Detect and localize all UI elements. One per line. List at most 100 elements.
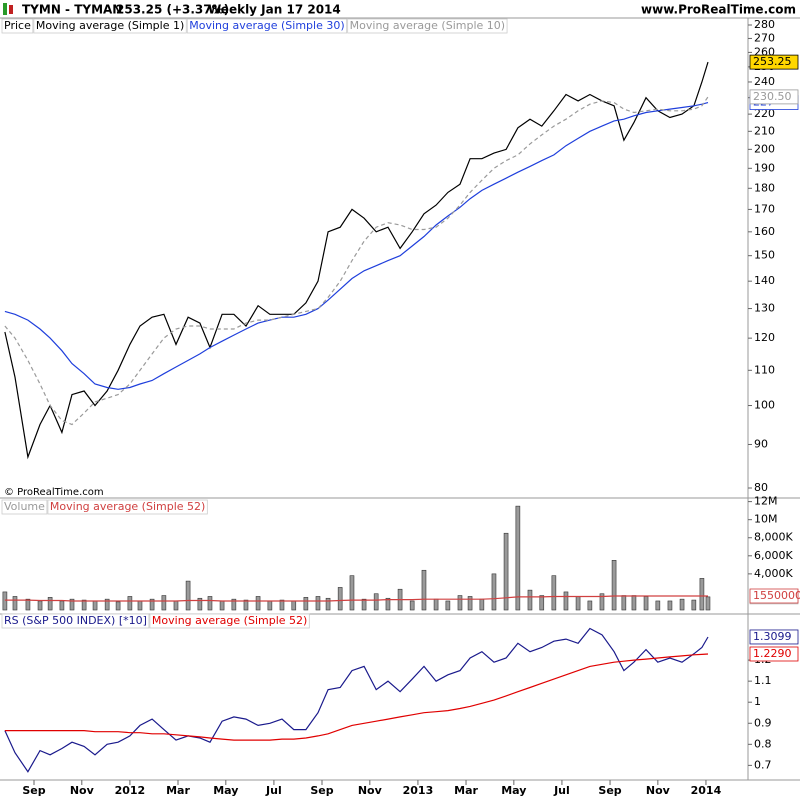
volume-bar [691, 599, 697, 611]
x-tick-label: Nov [358, 784, 383, 797]
y-tick-label: 210 [754, 124, 775, 137]
legend-entry: Moving average (Simple 30) [189, 19, 344, 32]
y-tick-label: 190 [754, 161, 775, 174]
volume-bar [587, 600, 593, 611]
period: Weekly Jan 17 2014 [208, 3, 341, 17]
x-tick-label: May [213, 784, 238, 797]
volume-bar [137, 600, 143, 611]
y-tick-label: 240 [754, 75, 775, 88]
y-tick-label: 0.9 [754, 716, 772, 729]
y-tick-label: 140 [754, 274, 775, 287]
volume-bar [173, 600, 179, 611]
series-line [4, 595, 708, 602]
y-tick-label: 1 [754, 695, 761, 708]
ticker: TYMN - TYMAN [22, 3, 122, 17]
volume-bar [631, 595, 637, 611]
y-tick-label: 12M [754, 495, 778, 508]
x-tick-label: Mar [166, 784, 190, 797]
volume-bar [539, 595, 545, 611]
volume-bar [127, 596, 133, 611]
series-line [4, 627, 709, 773]
y-tick-label: 10M [754, 513, 778, 526]
site: www.ProRealTime.com [641, 3, 796, 17]
volume-bar [643, 596, 649, 611]
volume-bar [655, 600, 661, 611]
volume-bar [315, 596, 321, 611]
logo-icon [3, 3, 13, 15]
series-line [4, 102, 709, 390]
last-value-label: 230.50 [753, 90, 792, 103]
volume-bar [59, 600, 65, 611]
legend-box [186, 18, 348, 34]
y-tick-label: 220 [754, 107, 775, 120]
last-value-box [749, 588, 799, 604]
volume-bar [503, 532, 509, 611]
legend-entry: Moving average (Simple 52) [152, 614, 307, 627]
y-tick-label: 170 [754, 202, 775, 215]
volume-bar [621, 595, 627, 611]
volume-bar [104, 598, 110, 611]
volume-bar [219, 600, 225, 611]
volume-bar [705, 596, 711, 611]
x-tick-label: Nov [70, 784, 95, 797]
volume-bar [325, 597, 331, 611]
volume-bar [37, 600, 43, 611]
volume-bar [551, 575, 557, 611]
volume-bar [207, 596, 213, 611]
volume-bar [231, 598, 237, 611]
volume-bar [421, 569, 427, 611]
volume-bar [599, 593, 605, 611]
volume-bar [69, 598, 75, 611]
y-tick-label: 280 [754, 18, 775, 31]
y-tick-label: 120 [754, 331, 775, 344]
y-tick-label: 270 [754, 31, 775, 44]
volume-bar [445, 600, 451, 611]
volume-bar [467, 596, 473, 611]
x-tick-label: Sep [22, 784, 45, 797]
volume-bar [161, 595, 167, 611]
y-tick-label: 80 [754, 481, 768, 494]
volume-bar [361, 598, 367, 611]
volume-bar [479, 598, 485, 611]
x-tick-label: Jul [553, 784, 570, 797]
y-tick-label: 180 [754, 181, 775, 194]
volume-bar [667, 600, 673, 611]
last-value-box [749, 646, 799, 662]
y-tick-label: 0.8 [754, 737, 772, 750]
volume-bar [185, 580, 191, 611]
volume-bar [515, 505, 521, 611]
legend-box [33, 18, 187, 34]
x-tick-label: 2014 [691, 784, 722, 797]
volume-bar [2, 591, 8, 611]
volume-bar [12, 596, 18, 611]
y-tick-label: 0.7 [754, 758, 772, 771]
x-tick-label: Nov [646, 784, 671, 797]
volume-bar [575, 596, 581, 611]
panel-label: Price [4, 19, 31, 32]
volume-bar [92, 600, 98, 611]
volume-bar [115, 601, 121, 611]
y-tick-label: 6,000K [754, 549, 793, 562]
series-line [4, 61, 709, 460]
legend-box [1, 499, 48, 515]
legend-entry: Volume [4, 500, 45, 513]
volume-bar [679, 598, 685, 611]
last-value-box [749, 89, 799, 105]
copyright: © ProRealTime.com [4, 487, 104, 498]
volume-bar [255, 596, 261, 611]
x-tick-label: Mar [454, 784, 478, 797]
volume-bar [527, 589, 533, 611]
last-value-box [749, 54, 799, 70]
volume-bar [279, 599, 285, 611]
volume-bar [491, 573, 497, 611]
y-tick-label: 100 [754, 399, 775, 412]
last-value-label: 253.25 [753, 55, 792, 68]
legend-entry: Moving average (Simple 1) [36, 19, 184, 32]
volume-bar [197, 597, 203, 611]
last-value-label: 1.3099 [753, 630, 792, 643]
volume-bar [337, 587, 343, 611]
quote: 253.25 (+3.37%) [116, 3, 229, 17]
volume-bar [349, 575, 355, 611]
